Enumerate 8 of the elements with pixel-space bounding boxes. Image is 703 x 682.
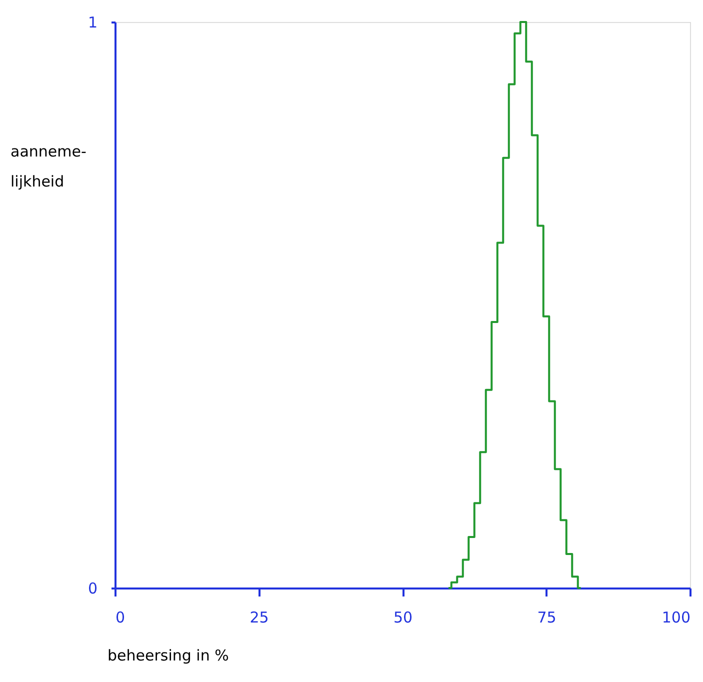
x-axis-title: beheersing in %	[108, 646, 229, 664]
y-axis-title: aanneme- lijkheid	[10, 142, 86, 190]
x-tick-label: 0	[116, 608, 126, 626]
y-tick-label: 1	[88, 14, 98, 32]
x-tick-label: 100	[662, 608, 690, 626]
x-tick-label: 75	[537, 608, 556, 626]
x-tick-label: 25	[250, 608, 269, 626]
x-tick-label: 50	[393, 608, 413, 626]
